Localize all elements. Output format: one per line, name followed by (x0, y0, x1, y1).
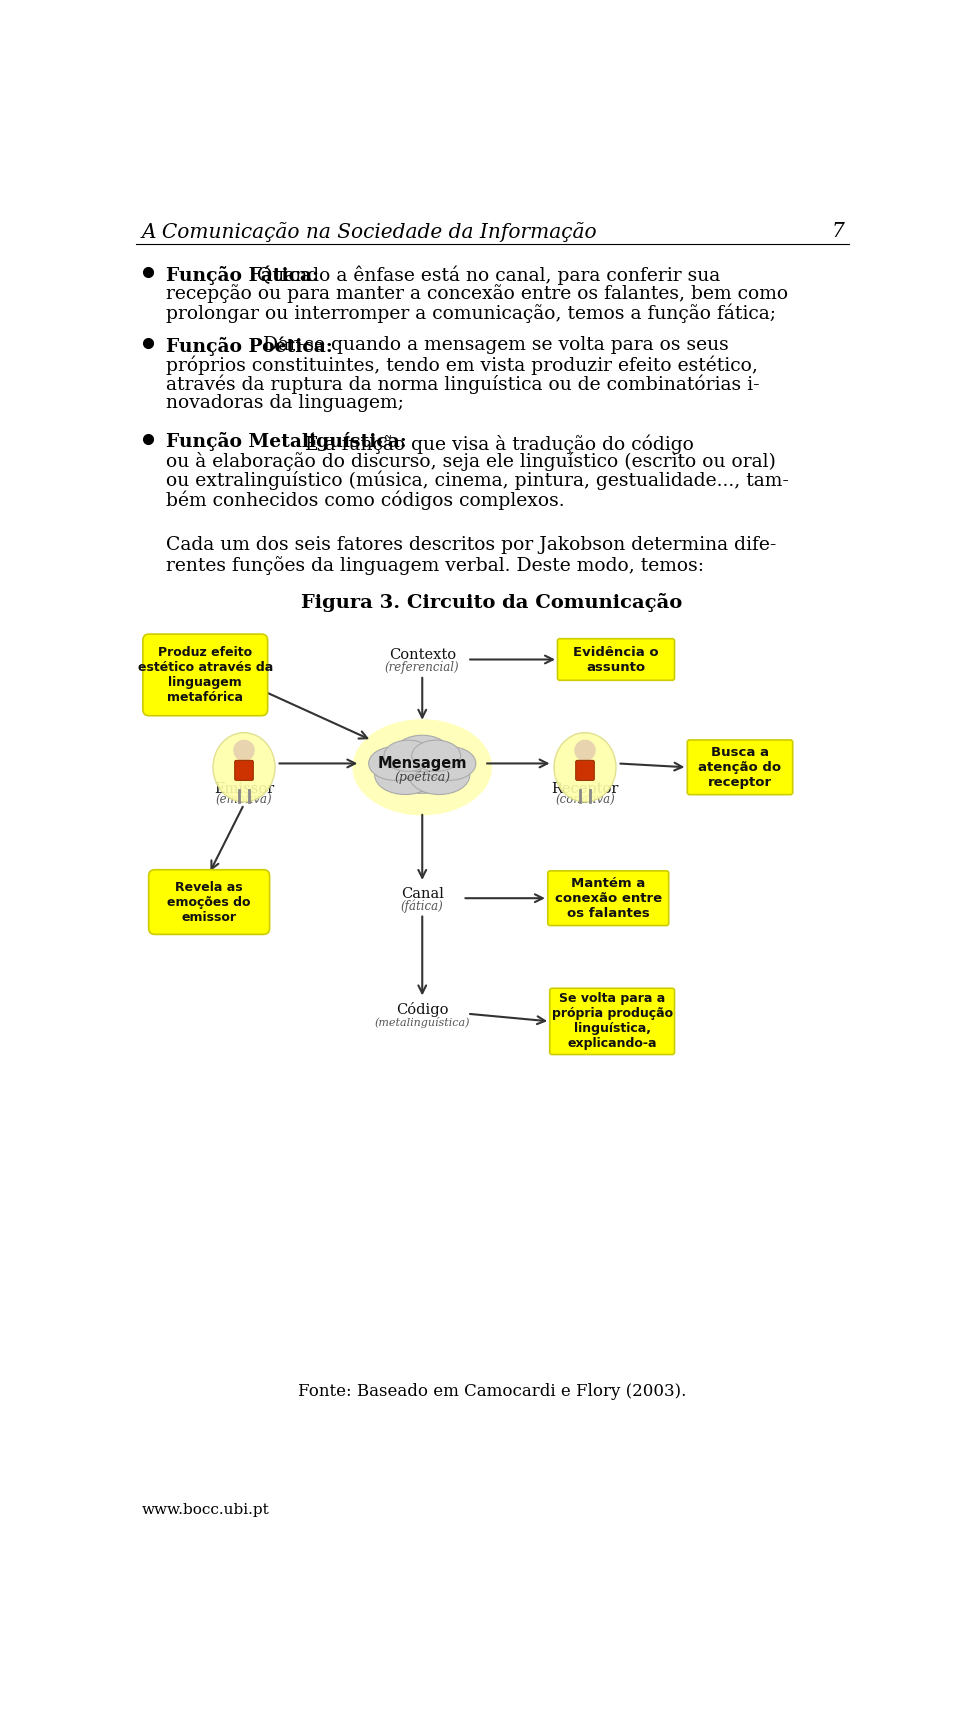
Ellipse shape (381, 740, 463, 793)
FancyBboxPatch shape (143, 634, 268, 716)
Text: Código: Código (396, 1002, 448, 1016)
Text: bém conhecidos como códigos complexos.: bém conhecidos como códigos complexos. (166, 491, 565, 510)
Text: ou extralinguístico (música, cinema, pintura, gestualidade..., tam-: ou extralinguístico (música, cinema, pin… (166, 470, 789, 491)
Text: Produz efeito
estético através da
linguagem
metafórica: Produz efeito estético através da lingua… (137, 646, 273, 705)
Ellipse shape (423, 747, 476, 780)
Text: (emotiva): (emotiva) (216, 793, 273, 805)
FancyBboxPatch shape (687, 740, 793, 795)
Text: (fática): (fática) (401, 899, 444, 913)
FancyBboxPatch shape (550, 988, 675, 1055)
Circle shape (234, 740, 254, 761)
Text: (metalinguística): (metalinguística) (374, 1017, 470, 1028)
FancyBboxPatch shape (576, 761, 594, 780)
Ellipse shape (412, 740, 461, 771)
Circle shape (575, 740, 595, 761)
Text: prolongar ou interromper a comunicação, temos a função fática;: prolongar ou interromper a comunicação, … (166, 304, 777, 323)
Text: Dar-se quando a mensagem se volta para os seus: Dar-se quando a mensagem se volta para o… (257, 337, 729, 354)
Text: novadoras da linguagem;: novadoras da linguagem; (166, 393, 404, 412)
Text: Evidência o
assunto: Evidência o assunto (573, 645, 659, 674)
Ellipse shape (213, 732, 275, 802)
Text: (referencial): (referencial) (385, 660, 460, 674)
Text: Fonte: Baseado em Camocardi e Flory (2003).: Fonte: Baseado em Camocardi e Flory (200… (298, 1383, 686, 1400)
Ellipse shape (384, 740, 433, 771)
Text: Função Metaliguística:: Função Metaliguística: (166, 433, 407, 451)
Text: 7: 7 (832, 222, 845, 241)
Text: É a função que visa à tradução do código: É a função que visa à tradução do código (300, 433, 694, 453)
Text: Receptor: Receptor (551, 781, 618, 795)
Text: Emissor: Emissor (214, 781, 275, 795)
Text: Mensagem: Mensagem (377, 756, 467, 771)
Ellipse shape (409, 756, 469, 795)
Text: (conativa): (conativa) (555, 793, 614, 805)
Text: recepção ou para manter a concexão entre os falantes, bem como: recepção ou para manter a concexão entre… (166, 284, 788, 303)
Text: A Comunicação na Sociedade da Informação: A Comunicação na Sociedade da Informação (142, 222, 597, 243)
Text: Revela as
emoções do
emissor: Revela as emoções do emissor (167, 881, 251, 923)
Ellipse shape (554, 732, 616, 802)
FancyBboxPatch shape (548, 870, 669, 925)
Text: Se volta para a
própria produção
linguística,
explicando-a: Se volta para a própria produção linguís… (552, 992, 673, 1050)
Ellipse shape (369, 747, 421, 780)
Text: Figura 3. Circuito da Comunicação: Figura 3. Circuito da Comunicação (301, 592, 683, 612)
FancyBboxPatch shape (558, 640, 675, 681)
Text: Função Poética:: Função Poética: (166, 337, 333, 356)
Text: (poética): (poética) (395, 771, 450, 785)
FancyBboxPatch shape (149, 870, 270, 934)
Ellipse shape (352, 720, 492, 816)
Text: Mantém a
conexão entre
os falantes: Mantém a conexão entre os falantes (555, 877, 661, 920)
Text: rentes funções da linguagem verbal. Deste modo, temos:: rentes funções da linguagem verbal. Dest… (166, 556, 705, 575)
Text: através da ruptura da norma linguística ou de combinatórias i-: através da ruptura da norma linguística … (166, 374, 760, 393)
Ellipse shape (394, 735, 451, 771)
Text: Contexto: Contexto (389, 648, 456, 662)
Text: Busca a
atenção do
receptor: Busca a atenção do receptor (699, 746, 781, 788)
FancyBboxPatch shape (234, 761, 253, 780)
Text: Função Fática:: Função Fática: (166, 265, 320, 286)
Text: www.bocc.ubi.pt: www.bocc.ubi.pt (142, 1503, 270, 1517)
Text: ou à elaboração do discurso, seja ele linguístico (escrito ou oral): ou à elaboração do discurso, seja ele li… (166, 451, 777, 470)
Text: Canal: Canal (401, 886, 444, 901)
Text: Quando a ênfase está no canal, para conferir sua: Quando a ênfase está no canal, para conf… (252, 265, 720, 286)
Text: Cada um dos seis fatores descritos por Jakobson determina dife-: Cada um dos seis fatores descritos por J… (166, 537, 777, 554)
Ellipse shape (374, 756, 436, 795)
Text: próprios constituintes, tendo em vista produzir efeito estético,: próprios constituintes, tendo em vista p… (166, 356, 758, 374)
